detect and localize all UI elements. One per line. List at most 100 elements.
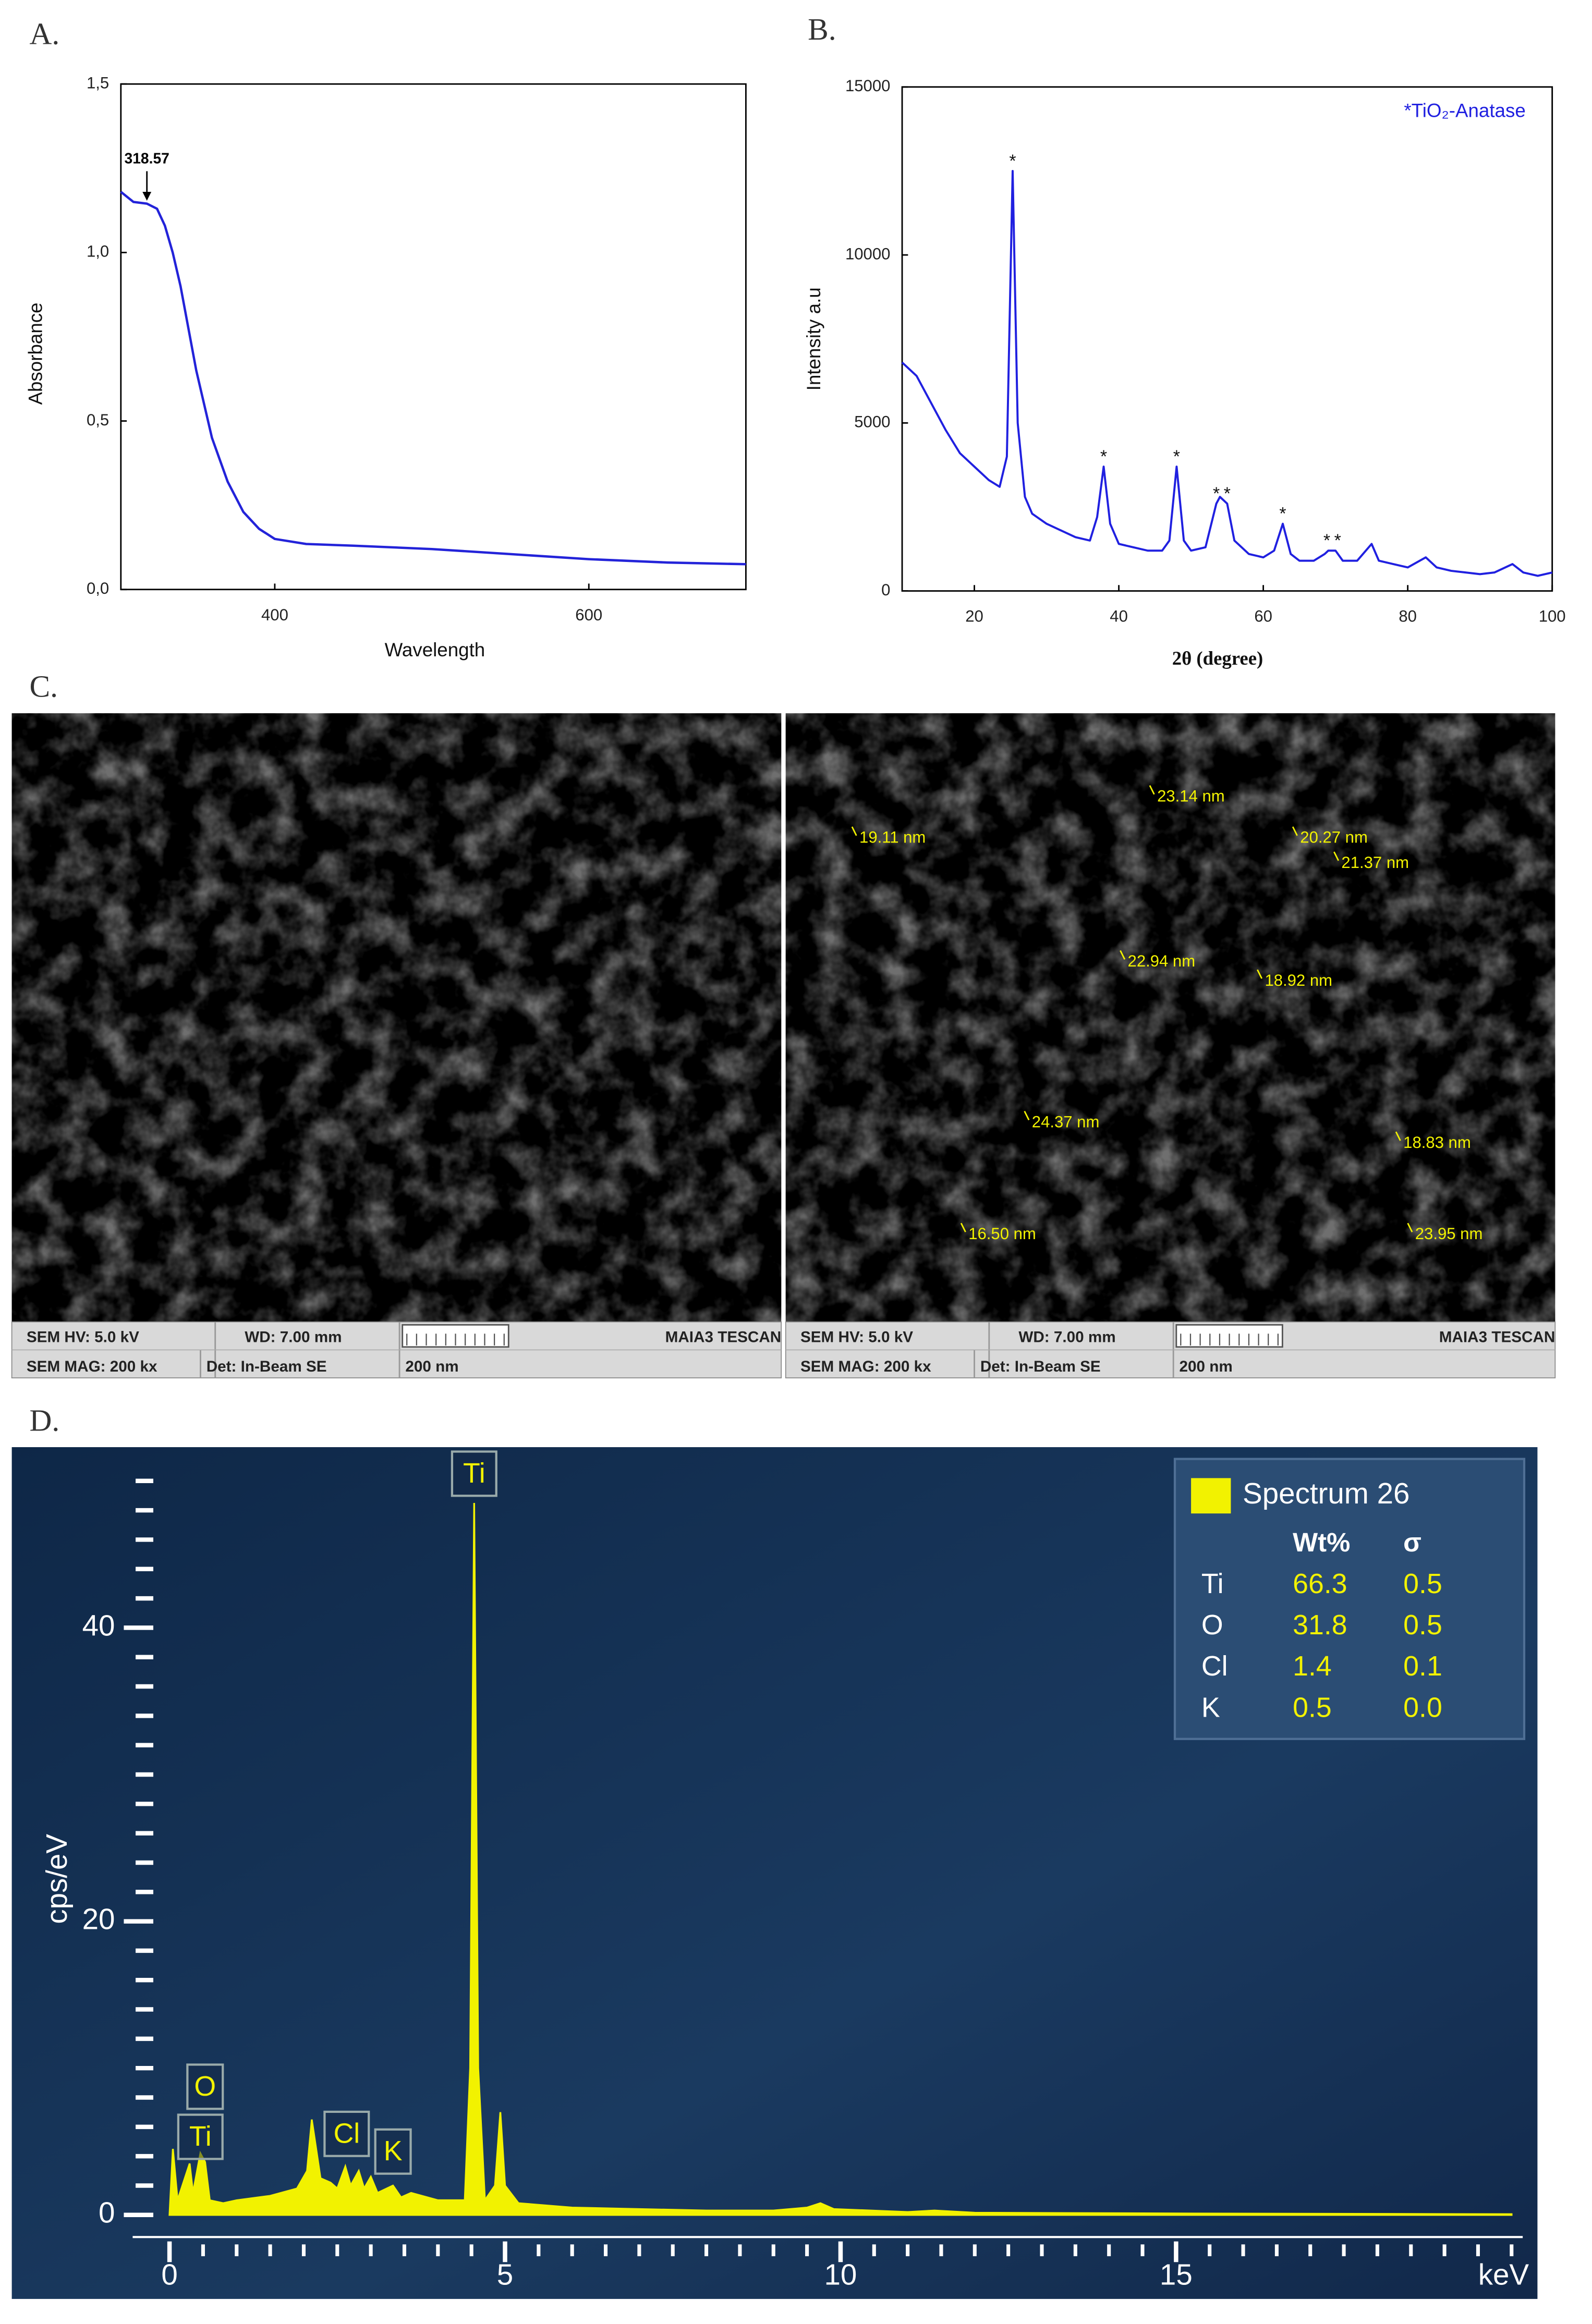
sem-image [785, 713, 1555, 1322]
element-label-box [451, 1450, 497, 1497]
panel-label: B. [808, 12, 836, 46]
peak-marker: * [1213, 484, 1220, 504]
y-axis-label: cps/eV [40, 1834, 73, 1924]
info-text: SEM HV: 5.0 kV [800, 1329, 913, 1346]
panel-label: A. [30, 16, 60, 51]
element-label: Ti [189, 2121, 212, 2152]
x-tick-label: 60 [1254, 607, 1272, 626]
info-text: 200 nm [1179, 1358, 1232, 1375]
y-tick-label: 0 [99, 2196, 115, 2229]
legend-entry: *TiO₂-Anatase [1404, 100, 1525, 121]
annotation: 318.57 [124, 150, 169, 166]
measure-line [1407, 1222, 1413, 1232]
x-tick-label: 40 [1110, 607, 1128, 626]
measure-line [1292, 826, 1298, 836]
peak-marker: * [1224, 484, 1231, 504]
y-tick-label: 0,0 [87, 579, 109, 597]
measurement: 19.11 nm [859, 828, 926, 847]
element-label-box [186, 2063, 224, 2110]
x-tick-label: 0 [161, 2258, 177, 2291]
plot-frame [901, 86, 1553, 592]
x-tick-label: 15 [1160, 2258, 1193, 2291]
measurement: 18.92 nm [1265, 971, 1332, 989]
measurement: 23.95 nm [1415, 1225, 1483, 1243]
element-label: O [194, 2071, 216, 2102]
x-tick-label: 80 [1399, 607, 1417, 626]
element-label-box [323, 2110, 370, 2157]
sem-image [11, 713, 782, 1322]
y-tick-label: 40 [82, 1609, 115, 1642]
measure-line [1395, 1131, 1401, 1141]
info-text: SEM MAG: 200 kx [27, 1358, 157, 1375]
measure-line [1024, 1110, 1030, 1121]
table-cell: 31.8 [1293, 1609, 1347, 1641]
table-cell: 0.1 [1403, 1650, 1442, 1682]
peak-marker: * [1279, 504, 1286, 524]
info-text: 200 nm [405, 1358, 458, 1375]
legend-panel [1173, 1458, 1526, 1740]
x-tick-label: 20 [965, 607, 983, 626]
peak-marker: * [1334, 531, 1341, 551]
y-axis-label: Absorbance [25, 302, 46, 405]
table-cell: K [1201, 1692, 1220, 1723]
measure-line [1149, 785, 1155, 795]
y-tick-label: 15000 [845, 77, 890, 95]
plot-frame [120, 83, 747, 591]
x-tick-label: 600 [575, 606, 602, 624]
legend-entry: Spectrum 26 [1243, 1477, 1409, 1510]
info-text: SEM MAG: 200 kx [800, 1358, 931, 1375]
table-cell: 0.0 [1403, 1692, 1442, 1723]
peak-marker: * [1323, 531, 1330, 551]
info-text: Det: In-Beam SE [206, 1358, 327, 1375]
data-line [120, 191, 746, 566]
table-cell: 1.4 [1293, 1650, 1332, 1682]
x-tick-label: 400 [261, 606, 288, 624]
table-cell: Cl [1201, 1650, 1228, 1682]
measurement: 20.27 nm [1300, 828, 1368, 847]
table-cell: O [1201, 1609, 1223, 1641]
x-tick-label: 5 [497, 2258, 513, 2291]
x-tick-label: 100 [1539, 607, 1566, 626]
y-tick-label: 0,5 [87, 411, 109, 429]
y-axis-label: Intensity a.u [803, 287, 824, 390]
info-text: WD: 7.00 mm [245, 1329, 342, 1346]
data-line [901, 169, 1553, 577]
peak-marker: * [1009, 151, 1016, 171]
element-label-box [177, 2113, 224, 2160]
peak-marker: * [1173, 447, 1180, 467]
table-cell: 66.3 [1293, 1568, 1347, 1599]
measure-line [1333, 851, 1340, 861]
table-cell: Ti [1201, 1568, 1224, 1599]
y-tick-label: 0 [881, 581, 890, 599]
peak-marker: * [1100, 447, 1107, 467]
table-header: σ [1403, 1527, 1421, 1557]
element-label: K [384, 2135, 403, 2167]
measurement: 21.37 nm [1341, 853, 1409, 872]
arrow-head [142, 192, 152, 201]
element-label: Cl [333, 2118, 360, 2149]
measurement: 18.83 nm [1403, 1133, 1471, 1152]
y-tick-label: 5000 [854, 413, 890, 431]
measure-line [851, 826, 857, 836]
info-text: Det: In-Beam SE [980, 1358, 1101, 1375]
table-cell: 0.5 [1293, 1692, 1332, 1723]
x-axis-label: keV [1478, 2258, 1529, 2291]
table-cell: 0.5 [1403, 1568, 1442, 1599]
measure-line [1120, 950, 1126, 960]
y-tick-label: 1,0 [87, 242, 109, 261]
measurement: 23.14 nm [1157, 787, 1225, 805]
panel-label: D. [30, 1403, 60, 1437]
x-axis-label: 2θ (degree) [1172, 647, 1263, 669]
info-text: SEM HV: 5.0 kV [27, 1329, 139, 1346]
info-text: WD: 7.00 mm [1018, 1329, 1115, 1346]
table-header: Wt% [1293, 1527, 1350, 1557]
info-text: MAIA3 TESCAN [1439, 1329, 1555, 1346]
measurement: 24.37 nm [1032, 1112, 1100, 1131]
y-tick-label: 1,5 [87, 74, 109, 92]
measure-line [1257, 969, 1263, 979]
element-label-box [374, 2128, 412, 2175]
spectrum-area [168, 1503, 1513, 2216]
panel-label: C. [30, 669, 58, 704]
